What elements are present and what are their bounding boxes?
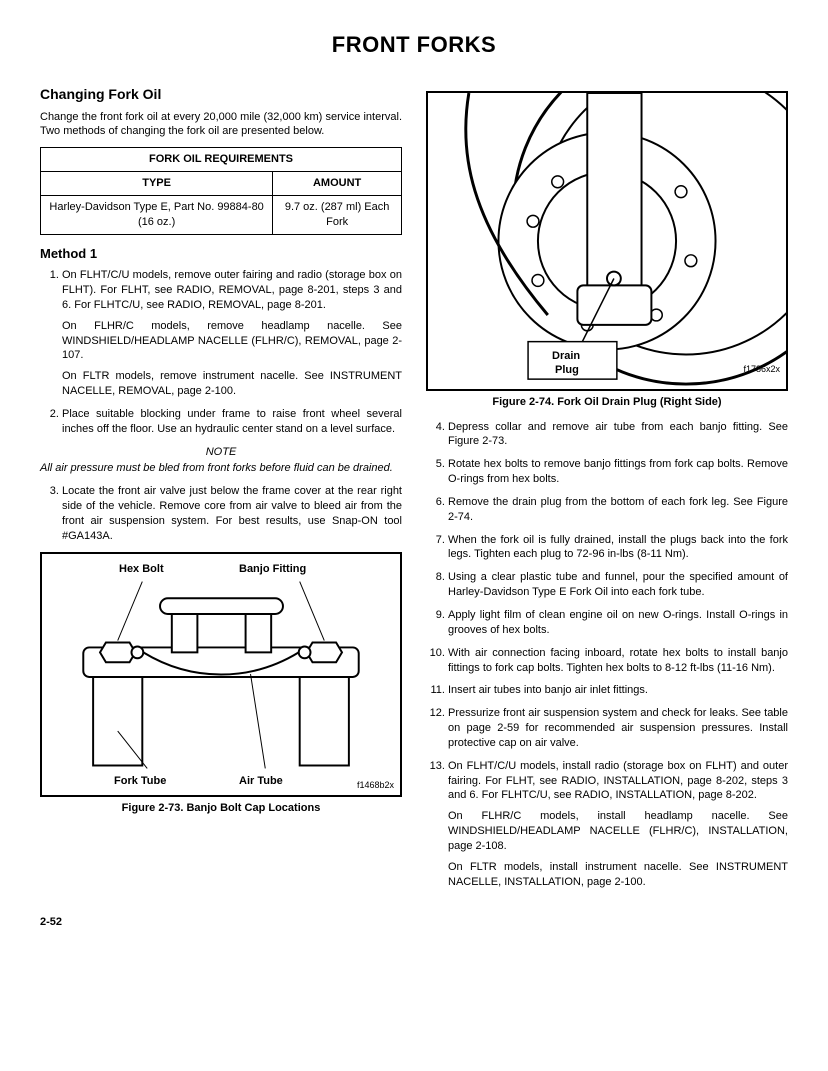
method1-steps-left: On FLHT/C/U models, remove outer fairing… — [40, 268, 402, 436]
step-13a-text: On FLHT/C/U models, install radio (stora… — [448, 760, 788, 802]
step-8: Using a clear plastic tube and funnel, p… — [448, 570, 788, 600]
step-12: Pressurize front air suspension system a… — [448, 706, 788, 751]
figure-2-74-id: f1786x2x — [743, 363, 780, 375]
label-drain: Drain — [550, 349, 582, 364]
figure-2-74: Drain Plug f1786x2x — [426, 91, 788, 391]
intro-paragraph: Change the front fork oil at every 20,00… — [40, 110, 402, 140]
step-4: Depress collar and remove air tube from … — [448, 420, 788, 450]
left-column: Changing Fork Oil Change the front fork … — [40, 85, 402, 898]
method1-steps-left-cont: Locate the front air valve just below th… — [40, 484, 402, 543]
step-11: Insert air tubes into banjo air inlet fi… — [448, 683, 788, 698]
figure-2-73: Hex Bolt Banjo Fitting Fork Tube Air Tub… — [40, 552, 402, 797]
step-10: With air connection facing inboard, rota… — [448, 646, 788, 676]
method1-steps-right: Depress collar and remove air tube from … — [426, 420, 788, 890]
figure-2-74-illustration — [428, 93, 786, 389]
step-3: Locate the front air valve just below th… — [62, 484, 402, 543]
figure-2-74-caption: Figure 2-74. Fork Oil Drain Plug (Right … — [426, 395, 788, 410]
label-air-tube: Air Tube — [237, 774, 285, 789]
step-1a-text: On FLHT/C/U models, remove outer fairing… — [62, 269, 402, 311]
table-title: FORK OIL REQUIREMENTS — [41, 148, 402, 172]
step-9: Apply light film of clean engine oil on … — [448, 608, 788, 638]
step-13c-text: On FLTR models, install instrument nacel… — [448, 860, 788, 890]
step-5: Rotate hex bolts to remove banjo fitting… — [448, 457, 788, 487]
table-col-type: TYPE — [41, 172, 273, 196]
step-2: Place suitable blocking under frame to r… — [62, 407, 402, 437]
label-hex-bolt: Hex Bolt — [117, 562, 166, 577]
step-13: On FLHT/C/U models, install radio (stora… — [448, 759, 788, 890]
figure-2-73-caption: Figure 2-73. Banjo Bolt Cap Locations — [40, 801, 402, 816]
note-body: All air pressure must be bled from front… — [40, 461, 402, 476]
label-plug: Plug — [553, 363, 581, 378]
heading-changing-fork-oil: Changing Fork Oil — [40, 85, 402, 104]
step-13b-text: On FLHR/C models, install headlamp nacel… — [448, 809, 788, 854]
table-cell-amount: 9.7 oz. (287 ml) Each Fork — [273, 195, 402, 234]
step-1: On FLHT/C/U models, remove outer fairing… — [62, 268, 402, 399]
right-column: Drain Plug f1786x2x Figure 2-74. Fork Oi… — [426, 85, 788, 898]
step-6: Remove the drain plug from the bottom of… — [448, 495, 788, 525]
label-banjo-fitting: Banjo Fitting — [237, 562, 308, 577]
fork-oil-requirements-table: FORK OIL REQUIREMENTS TYPE AMOUNT Harley… — [40, 147, 402, 234]
page-title: FRONT FORKS — [40, 30, 788, 60]
two-column-layout: Changing Fork Oil Change the front fork … — [40, 85, 788, 898]
figure-2-73-id: f1468b2x — [357, 779, 394, 791]
step-7: When the fork oil is fully drained, inst… — [448, 533, 788, 563]
heading-method-1: Method 1 — [40, 245, 402, 263]
figure-2-73-illustration — [42, 554, 400, 795]
table-col-amount: AMOUNT — [273, 172, 402, 196]
note-label: NOTE — [40, 445, 402, 460]
step-1b-text: On FLHR/C models, remove headlamp nacell… — [62, 319, 402, 364]
page-number: 2-52 — [40, 915, 788, 930]
table-cell-type: Harley-Davidson Type E, Part No. 99884-8… — [41, 195, 273, 234]
step-1c-text: On FLTR models, remove instrument nacell… — [62, 369, 402, 399]
label-fork-tube: Fork Tube — [112, 774, 168, 789]
